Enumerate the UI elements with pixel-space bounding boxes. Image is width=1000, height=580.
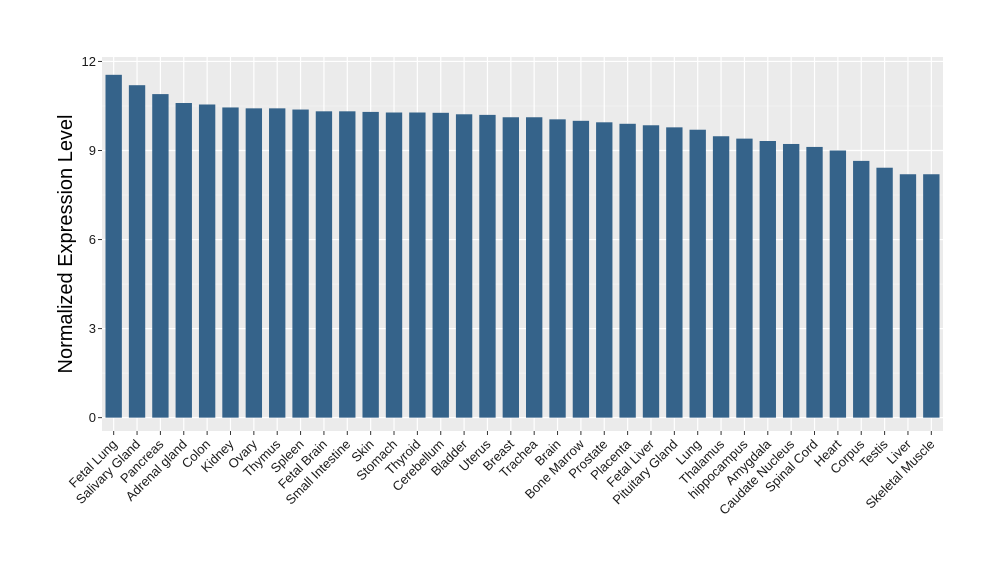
bar	[876, 167, 893, 418]
bar	[689, 129, 706, 418]
bar	[152, 94, 169, 418]
bar	[385, 112, 403, 418]
bar	[736, 138, 753, 418]
bar	[572, 120, 590, 418]
y-tick-label: 9	[89, 143, 96, 158]
y-axis-title: Normalized Expression Level	[55, 114, 77, 373]
bar	[105, 74, 122, 418]
bar	[899, 174, 917, 418]
bar	[175, 103, 192, 418]
y-tick-label: 12	[82, 54, 96, 69]
bar	[853, 160, 870, 418]
bars	[105, 74, 940, 418]
bar	[432, 112, 449, 418]
bar	[455, 114, 473, 418]
y-tick-label: 3	[89, 321, 96, 336]
bar	[269, 108, 286, 418]
bar	[526, 117, 543, 418]
bar	[245, 108, 263, 418]
bar	[666, 127, 683, 418]
bar	[829, 150, 847, 418]
bar	[759, 141, 776, 418]
bar	[596, 122, 613, 418]
bar	[409, 112, 426, 418]
bar	[712, 136, 730, 418]
bar	[923, 174, 940, 418]
bar	[362, 111, 379, 418]
bar	[619, 123, 636, 418]
bar	[502, 117, 519, 418]
bar	[198, 104, 216, 418]
bar	[339, 111, 356, 418]
bar	[222, 107, 239, 418]
y-tick-label: 0	[89, 410, 96, 425]
bar	[806, 146, 823, 418]
bar	[128, 85, 146, 418]
y-axis: 0 3 6 9 12	[82, 54, 102, 425]
bar	[292, 109, 309, 418]
bar	[549, 119, 566, 418]
bar	[782, 143, 800, 418]
bar	[479, 114, 496, 418]
y-tick-label: 6	[89, 232, 96, 247]
bar	[642, 125, 660, 418]
bar	[315, 111, 333, 418]
plot-panel	[102, 57, 943, 431]
